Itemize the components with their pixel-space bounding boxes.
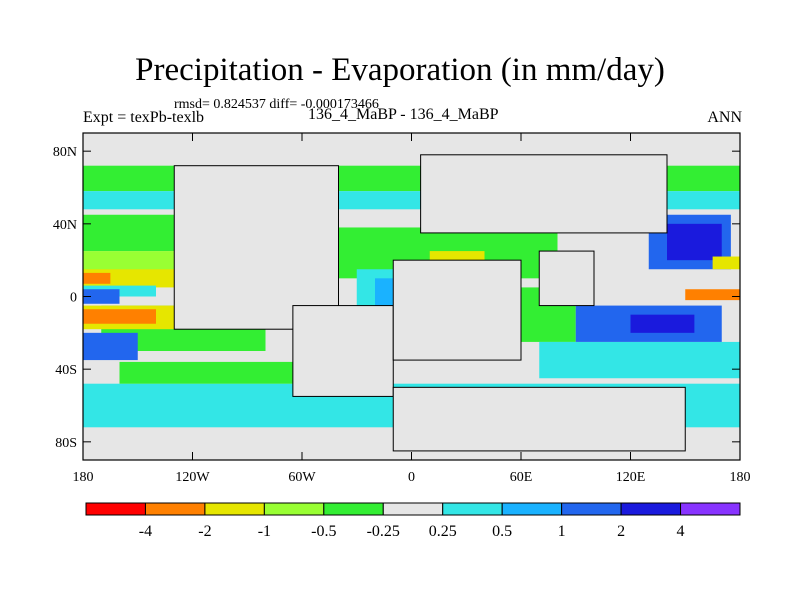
x-tick-label: 0 xyxy=(408,470,415,485)
y-tick-label: 80N xyxy=(53,145,77,160)
colorbar-box xyxy=(144,502,206,516)
colorbar-box xyxy=(263,502,325,516)
colorbar-box xyxy=(620,502,682,516)
colorbar-label: 0.25 xyxy=(429,523,457,540)
field-region-e-pacific-yellow xyxy=(712,256,740,270)
colorbar-box xyxy=(561,502,622,516)
colorbar-box xyxy=(382,502,444,516)
continent-africa xyxy=(392,259,522,361)
colorbar-label: -1 xyxy=(258,523,271,540)
field-region-nw-pacific-dark xyxy=(667,223,722,261)
colorbar-label: 4 xyxy=(677,523,685,540)
y-tick-label: 0 xyxy=(70,291,77,306)
colorbar-box xyxy=(501,502,563,516)
colorbar-label: -4 xyxy=(139,523,152,540)
continent-australia-antarctica xyxy=(392,386,686,452)
colorbar-box xyxy=(442,502,503,516)
field-region-pacific-dry-blue xyxy=(83,289,120,304)
continent-north-america xyxy=(173,165,339,330)
colorbar-label: 0.5 xyxy=(492,523,512,540)
x-tick-label: 60E xyxy=(510,470,533,485)
field-region-indian-ocean-cyan xyxy=(539,341,740,379)
y-tick-label: 40N xyxy=(53,218,77,233)
field-region-s-pacific-orange xyxy=(83,309,156,324)
x-tick-label: 120W xyxy=(175,470,210,485)
y-tick-label: 80S xyxy=(55,436,77,451)
season-label: ANN xyxy=(707,109,742,126)
colorbar-box xyxy=(323,502,384,516)
colorbar-box xyxy=(680,502,741,516)
continent-eurasia xyxy=(420,154,668,234)
x-tick-label: 180 xyxy=(73,470,94,485)
chart-title: Precipitation - Evaporation (in mm/day) xyxy=(135,52,665,88)
colorbar-label: 1 xyxy=(558,523,566,540)
experiment-label: Expt = texPb-texlb xyxy=(83,109,205,126)
field-region-southern-ocean-green xyxy=(119,361,302,384)
x-tick-label: 120E xyxy=(616,470,646,485)
colorbar-label: -0.25 xyxy=(367,523,400,540)
colorbar-box xyxy=(85,502,146,516)
field-region-e-pacific-orange xyxy=(685,289,740,301)
colorbar-label: -0.5 xyxy=(311,523,336,540)
colorbar-label: -2 xyxy=(198,523,211,540)
colorbar-box xyxy=(204,502,265,516)
x-tick-label: 60W xyxy=(288,470,316,485)
continent-india xyxy=(538,250,595,307)
continent-south-america xyxy=(292,305,394,397)
colorbar-label: 2 xyxy=(617,523,625,540)
runs-label: 136_4_MaBP - 136_4_MaBP xyxy=(308,106,499,123)
x-tick-label: 180 xyxy=(730,470,751,485)
field-region-s-pacific-blue xyxy=(83,332,138,361)
field-region-pacific-itcz-orange xyxy=(83,272,111,284)
field-region-w-pacific-dark xyxy=(630,314,695,333)
stats-line: rmsd= 0.824537 diff= -0.000173466 xyxy=(174,97,379,112)
y-tick-label: 40S xyxy=(55,363,77,378)
